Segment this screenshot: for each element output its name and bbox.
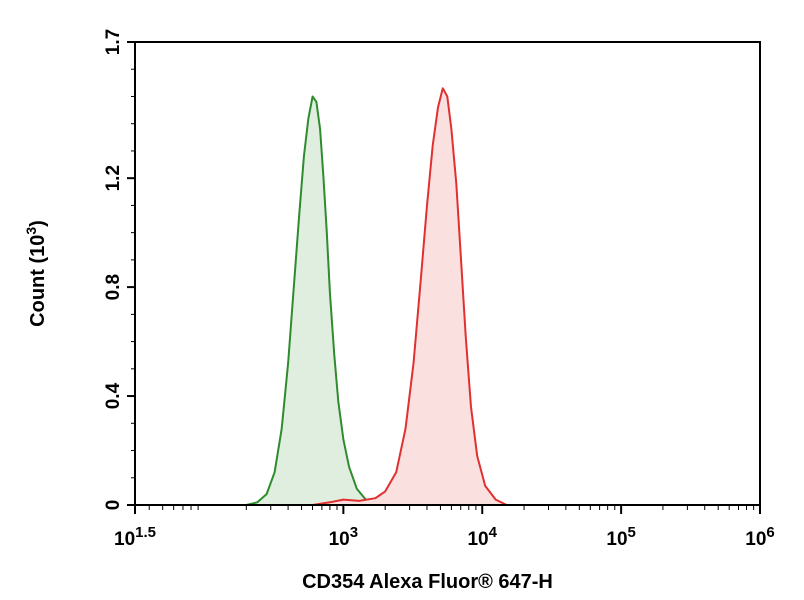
x-tick-label: 103 — [329, 524, 358, 550]
series-2-line — [312, 87, 508, 506]
y-tick-label: 0.8 — [103, 274, 124, 300]
y-tick-label: 1.2 — [103, 165, 124, 191]
series-2-area — [312, 88, 507, 506]
y-tick-label: 0 — [103, 500, 124, 511]
x-tick-label: 105 — [606, 524, 635, 550]
y-axis-title: Count (103) — [23, 220, 49, 327]
series-1-area — [246, 96, 386, 505]
axes: 0 0.4 0.8 1.2 1.7 101.5 103 104 105 106 CD354 Alex… — [23, 29, 775, 593]
y-tick-label: 0.4 — [103, 382, 124, 409]
plot-area — [246, 87, 508, 506]
series-1-line — [246, 95, 386, 506]
x-tick-label: 106 — [745, 524, 774, 550]
plot-frame — [134, 41, 761, 506]
x-axis-title: CD354 Alexa Fluor® 647-H — [302, 571, 553, 593]
y-tick-label: 1.7 — [103, 29, 124, 55]
x-tick-label: 101.5 — [114, 524, 156, 550]
x-tick-label: 104 — [467, 524, 497, 550]
